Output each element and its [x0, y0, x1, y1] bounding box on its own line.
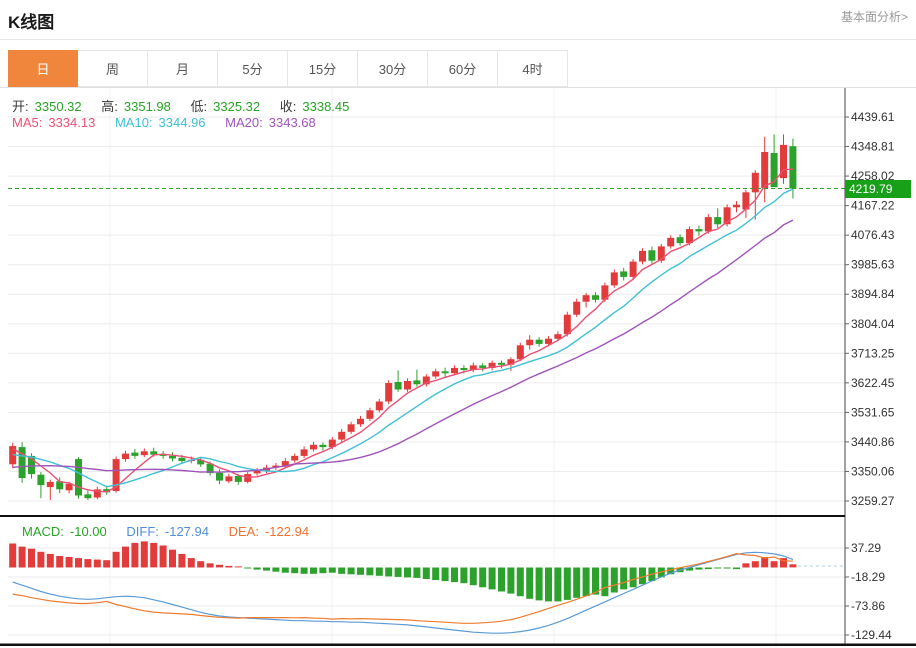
tab-15min[interactable]: 15分	[288, 50, 358, 87]
macd-label: MACD:	[22, 524, 64, 539]
tab-week[interactable]: 周	[78, 50, 148, 87]
timeframe-tabbar: 日 周 月 5分 15分 30分 60分 4时	[0, 50, 916, 88]
svg-text:4076.43: 4076.43	[851, 228, 895, 242]
svg-text:3894.84: 3894.84	[851, 287, 895, 301]
open-value: 3350.32	[34, 99, 82, 114]
current-price-tag: 4219.79	[845, 180, 911, 198]
svg-text:3350.06: 3350.06	[851, 465, 895, 479]
tab-30min[interactable]: 30分	[358, 50, 428, 87]
ma-legend: MA5: 3334.13 MA10: 3344.96 MA20: 3343.68	[12, 115, 322, 130]
tab-day[interactable]: 日	[8, 50, 78, 87]
ohlc-legend: 开: 3350.32 高: 3351.98 低: 3325.32 收: 3338.45	[12, 96, 355, 115]
svg-text:4258.02: 4258.02	[851, 169, 895, 183]
dea-label: DEA:	[228, 524, 259, 539]
ma20-value: 3343.68	[268, 115, 316, 130]
svg-text:-18.29: -18.29	[851, 570, 885, 584]
svg-text:3713.25: 3713.25	[851, 346, 895, 360]
svg-text:3259.27: 3259.27	[851, 494, 895, 508]
svg-text:3622.45: 3622.45	[851, 376, 895, 390]
svg-text:4167.22: 4167.22	[851, 199, 895, 213]
close-value: 3338.45	[302, 99, 350, 114]
ma20-label: MA20:	[225, 115, 263, 130]
svg-text:4348.81: 4348.81	[851, 140, 895, 154]
low-value: 3325.32	[213, 99, 261, 114]
svg-text:3804.04: 3804.04	[851, 317, 895, 331]
svg-text:37.29: 37.29	[851, 541, 881, 555]
close-label: 收:	[279, 99, 297, 114]
svg-text:-129.44: -129.44	[851, 628, 892, 642]
diff-label: DIFF:	[126, 524, 159, 539]
tab-month[interactable]: 月	[148, 50, 218, 87]
low-label: 低:	[190, 99, 208, 114]
high-label: 高:	[101, 99, 118, 114]
svg-text:3440.86: 3440.86	[851, 435, 895, 449]
page-title: K线图	[8, 13, 55, 32]
open-label: 开:	[12, 99, 29, 114]
macd-value: -10.00	[69, 524, 107, 539]
ma5-value: 3334.13	[48, 115, 96, 130]
ma5-label: MA5:	[12, 115, 43, 130]
dea-value: -122.94	[264, 524, 310, 539]
page-header: K线图 基本面分析>	[0, 0, 916, 40]
fundamental-analysis-link[interactable]: 基本面分析>	[840, 10, 908, 24]
ma10-label: MA10:	[114, 115, 153, 130]
diff-value: -127.94	[164, 524, 209, 539]
macd-legend: MACD: -10.00 DIFF: -127.94 DEA: -122.94	[22, 524, 315, 539]
svg-text:3985.63: 3985.63	[851, 258, 895, 272]
ma10-value: 3344.96	[158, 115, 206, 130]
svg-text:3531.65: 3531.65	[851, 405, 895, 419]
tab-4hour[interactable]: 4时	[498, 50, 568, 87]
high-value: 3351.98	[123, 99, 171, 114]
svg-text:-73.86: -73.86	[851, 599, 885, 613]
tab-60min[interactable]: 60分	[428, 50, 498, 87]
tab-5min[interactable]: 5分	[218, 50, 288, 87]
svg-text:4439.61: 4439.61	[851, 110, 895, 124]
